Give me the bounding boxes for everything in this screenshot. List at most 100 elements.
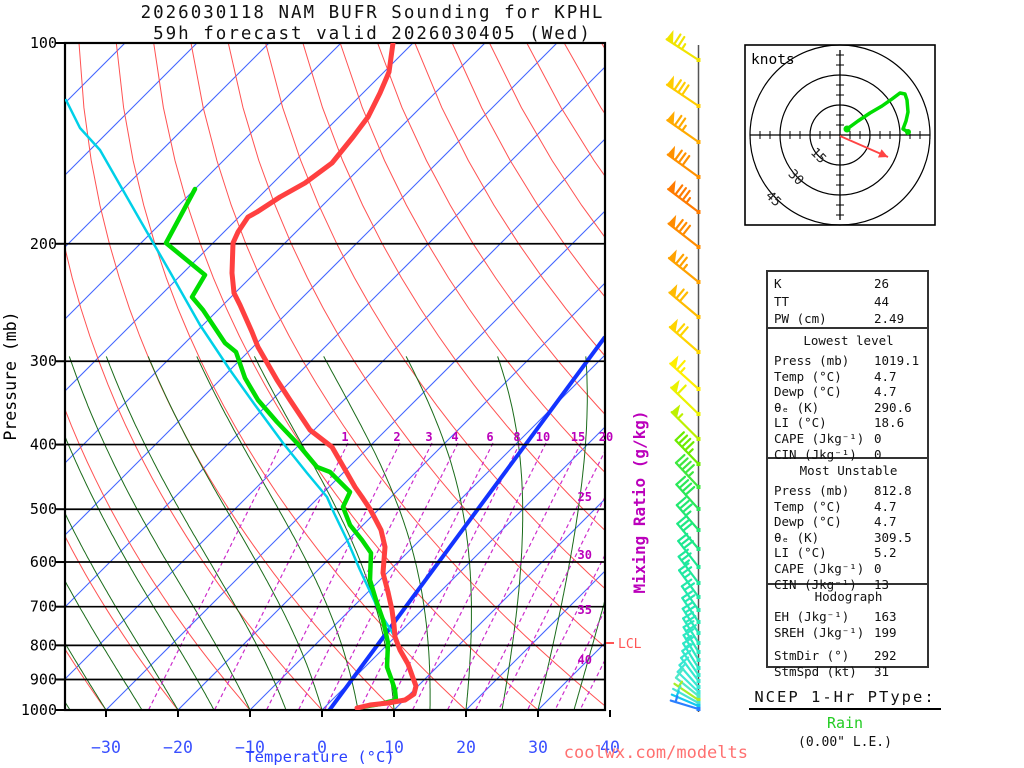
index-value: 4.7 [874,514,897,530]
svg-text:4: 4 [451,430,458,444]
index-label: Press (mb) [774,483,850,498]
wind-barb [665,29,701,62]
index-label: EH (Jkg⁻¹) [774,609,850,624]
ptype-panel: NCEP 1-Hr PType: Rain (0.00" L.E.) [749,688,941,750]
index-row: Press (mb) 812.8 [774,483,923,499]
svg-text:−20: −20 [163,738,193,757]
svg-text:15: 15 [571,430,585,444]
wind-barb [676,662,701,694]
index-value: 4.7 [874,498,897,514]
index-row: Temp (°C) 4.7 [774,369,923,385]
svg-text:2: 2 [393,430,400,444]
index-label: Dewp (°C) [774,514,842,530]
wind-barb [669,695,701,711]
index-row: CAPE (Jkg⁻¹) 0 [774,561,923,577]
watermark: coolwx.com/modelts [564,743,748,763]
index-label: StmDir (°) [774,648,850,664]
index-row: K 26 [774,275,923,293]
chart-title-line2: 59h forecast valid 2026030405 (Wed) [153,24,592,44]
svg-text:400: 400 [30,436,57,454]
wind-barb [665,75,701,108]
wind-barb [669,355,701,391]
svg-text:10: 10 [384,738,404,757]
index-label: θₑ (K) [774,529,820,545]
svg-text:−30: −30 [91,738,121,757]
section-header: Lowest level [803,333,894,348]
section-header: Hodograph [814,589,883,604]
wind-barb-column [665,29,701,712]
index-row: StmSpd (kt) 31 [774,664,923,680]
chart-title-line1: 2026030118 NAM BUFR Sounding for KPHL [140,3,605,23]
index-value: 18.6 [874,415,905,431]
index-row: PW (cm) 2.49 [774,310,923,328]
svg-text:8: 8 [513,430,520,444]
index-value: 0 [874,446,882,462]
wind-barb [681,601,701,635]
index-value: 4.7 [874,384,897,400]
wind-barb [667,180,701,214]
index-label: SREH (Jkg⁻¹) [774,624,865,640]
index-label: CIN (Jkg⁻¹) [774,446,857,462]
index-value: 2.49 [874,311,905,326]
index-row: θₑ (K) 290.6 [774,400,923,416]
index-value: 5.2 [874,545,897,561]
wind-barb [674,453,701,489]
index-row: LI (°C) 18.6 [774,415,923,431]
wind-barb [673,680,701,702]
index-row: Temp (°C) 4.7 [774,499,923,515]
indices-section: K 26 TT 44 PW (cm) 2.49 [768,272,927,327]
section-header: Most Unstable [799,463,898,478]
pressure-grid-lines [56,41,611,717]
index-label: Dewp (°C) [774,384,842,400]
index-label: CIN (Jkg⁻¹) [774,576,857,592]
index-label: StmSpd (kt) [774,663,857,679]
svg-text:25: 25 [578,490,592,504]
index-row: Press (mb) 1019.1 [774,353,923,369]
svg-text:300: 300 [30,352,57,370]
wind-barb [674,431,701,466]
indices-section-hodograph: Hodograph EH (Jkg⁻¹) 163 SREH (Jkg⁻¹) 199 Stm… [768,583,927,681]
wind-barb [666,111,701,144]
mixing-ratio-axis-title: Mixing Ratio (g/kg) [630,410,649,593]
index-value: 13 [874,576,890,592]
index-value: 290.6 [874,399,912,415]
index-row: Dewp (°C) 4.7 [774,384,923,400]
index-value: 0 [874,560,882,576]
index-value: 199 [874,624,897,640]
wind-barb [674,667,701,698]
wind-barb [670,379,701,416]
svg-text:10: 10 [536,430,550,444]
index-value: 4.7 [874,368,897,384]
index-value: 812.8 [874,483,912,498]
ptype-amount: (0.00" L.E.) [798,735,892,750]
index-value: 309.5 [874,529,912,545]
svg-text:20: 20 [456,738,476,757]
wind-barb [666,145,701,179]
index-row: SREH (Jkg⁻¹) 199 [774,625,923,641]
pressure-axis-title: Pressure (mb) [1,311,20,440]
index-label: θₑ (K) [774,399,820,415]
index-label: TT [774,293,790,309]
indices-section-lowest-level: Lowest level Press (mb) 1019.1 Temp (°C) 4.7… [768,327,927,462]
wind-barb [670,404,701,441]
index-row: StmDir (°) 292 [774,648,923,664]
svg-text:900: 900 [30,670,57,688]
index-row: EH (Jkg⁻¹) 163 [774,609,923,625]
skewt-background-grid [65,43,605,710]
index-row: CIN (Jkg⁻¹) 0 [774,447,923,463]
svg-text:200: 200 [30,235,57,253]
wind-barb [668,318,701,354]
svg-text:35: 35 [578,603,592,617]
index-row: LI (°C) 5.2 [774,545,923,561]
index-label: Temp (°C) [774,368,842,384]
ptype-title: NCEP 1-Hr PType: [749,688,941,710]
index-label: CAPE (Jkg⁻¹) [774,560,865,576]
svg-text:30: 30 [578,548,592,562]
index-row: CAPE (Jkg⁻¹) 0 [774,431,923,447]
index-value: 292 [874,648,897,664]
index-label: K [774,276,782,291]
wind-barb [678,562,701,599]
index-value: 1019.1 [874,353,920,368]
lcl-label: LCL [618,637,642,652]
index-label: Temp (°C) [774,498,842,514]
